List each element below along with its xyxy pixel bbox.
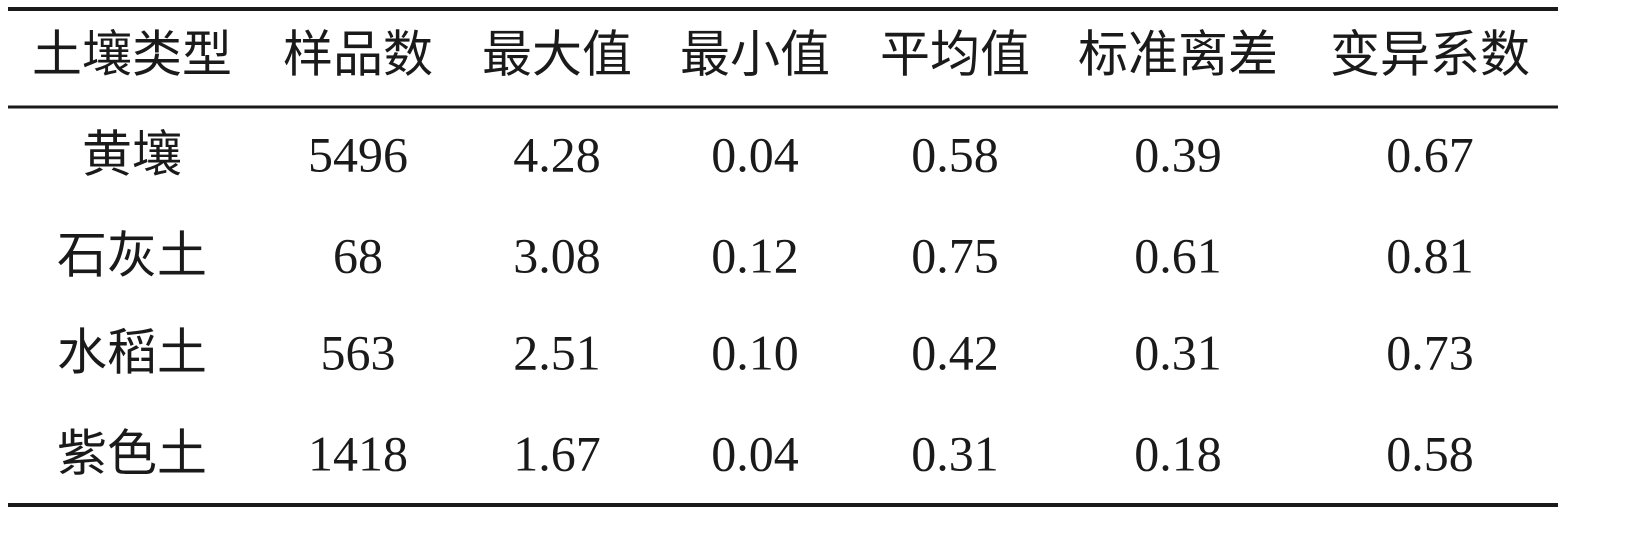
table-cell: 5496 (308, 126, 408, 182)
table-cell: 2.51 (513, 324, 601, 380)
table-cell: 0.31 (1134, 324, 1222, 380)
table-cell: 0.04 (711, 425, 799, 481)
row-label: 紫色土 (57, 425, 207, 481)
table-cell: 0.67 (1386, 126, 1474, 182)
header-cell: 样品数 (283, 26, 433, 82)
header-cell: 标准离差 (1078, 26, 1278, 82)
table-cell: 0.39 (1134, 126, 1222, 182)
table-cell: 0.42 (911, 324, 999, 380)
table-cell: 0.58 (911, 126, 999, 182)
header-cell: 变异系数 (1330, 26, 1530, 82)
header-cell: 平均值 (880, 26, 1030, 82)
table-cell: 0.75 (911, 227, 999, 283)
row-label: 石灰土 (57, 227, 207, 283)
table-cell: 3.08 (513, 227, 601, 283)
table-cell: 0.18 (1134, 425, 1222, 481)
table-cell: 563 (321, 324, 396, 380)
table-cell: 0.10 (711, 324, 799, 380)
table-cell: 0.58 (1386, 425, 1474, 481)
row-label: 黄壤 (82, 126, 182, 182)
header-cell: 土壤类型 (32, 26, 232, 82)
header-cell: 最小值 (680, 26, 830, 82)
table-cell: 0.04 (711, 126, 799, 182)
table-cell: 1.67 (513, 425, 601, 481)
table-cell: 1418 (308, 425, 408, 481)
row-label: 水稻土 (57, 324, 207, 380)
table-cell: 68 (333, 227, 383, 283)
table-cell: 0.61 (1134, 227, 1222, 283)
table-cell: 4.28 (513, 126, 601, 182)
table-cell: 0.12 (711, 227, 799, 283)
table-cell: 0.73 (1386, 324, 1474, 380)
header-cell: 最大值 (482, 26, 632, 82)
table-cell: 0.31 (911, 425, 999, 481)
table-cell: 0.81 (1386, 227, 1474, 283)
